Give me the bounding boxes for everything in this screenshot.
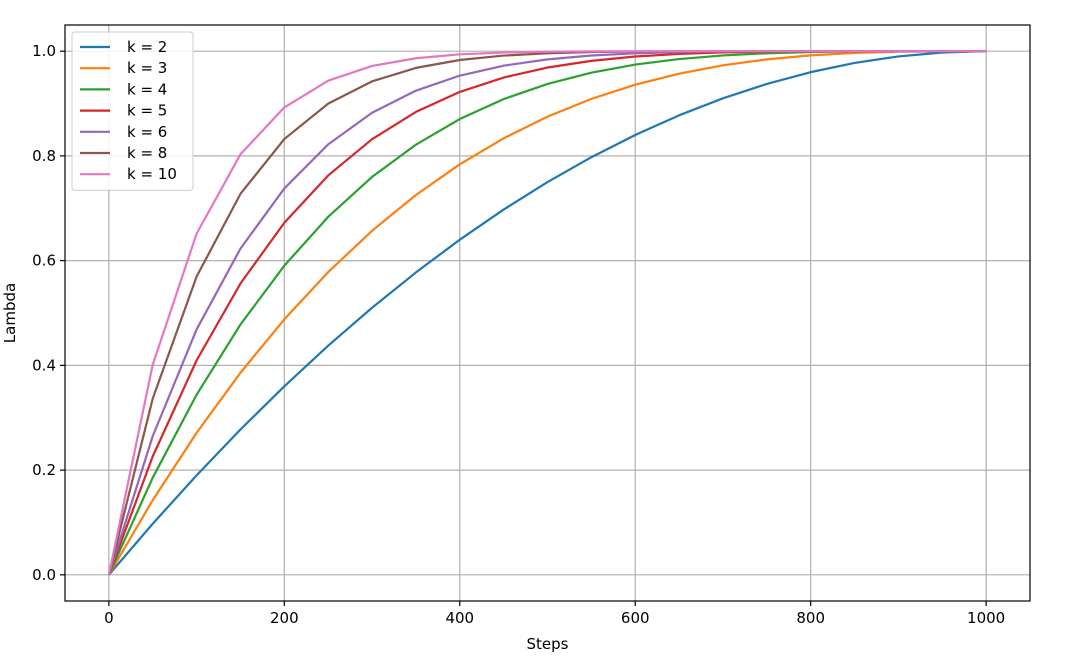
x-tick-label: 0: [104, 609, 114, 627]
series-line-1: [108, 50, 987, 576]
y-tick-label: 0.4: [32, 356, 56, 374]
y-tick-label: 0.8: [32, 147, 56, 165]
x-tick-label: 400: [445, 609, 474, 627]
legend-label: k = 5: [127, 102, 167, 120]
y-tick-label: 0.6: [32, 252, 56, 270]
x-tick-label: 800: [796, 609, 825, 627]
x-tick-label: 600: [621, 609, 650, 627]
grid: [65, 25, 1030, 601]
series-lines: [107, 50, 987, 576]
legend-label: k = 10: [127, 165, 177, 183]
series-line-5: [107, 50, 987, 576]
legend-label: k = 2: [127, 38, 167, 56]
series-line-7: [107, 50, 987, 576]
legend-box: [71, 31, 194, 191]
axis-ticks: 0 200 400 600 800 1000 0.0 0.2 0.4 0.6 0.8 1.0: [32, 42, 1005, 627]
series-line-6: [107, 50, 987, 576]
x-tick-label: 1000: [967, 609, 1005, 627]
series-line-2: [107, 50, 987, 576]
y-axis-label: Lambda: [1, 283, 19, 343]
series-line-4: [107, 50, 987, 576]
legend-label: k = 8: [127, 144, 167, 162]
legend-label: k = 4: [127, 80, 167, 98]
legend: k = 2 k = 3 k = 4 k = 5 k = 6 k = 8 k = 10: [71, 31, 194, 191]
plot-frame: [64, 24, 1031, 602]
x-axis-label: Steps: [527, 635, 569, 653]
y-tick-label: 1.0: [32, 42, 56, 60]
y-tick-label: 0.0: [32, 566, 56, 584]
legend-label: k = 3: [127, 59, 167, 77]
legend-label: k = 6: [127, 123, 167, 141]
x-tick-label: 200: [270, 609, 299, 627]
series-line-3: [107, 50, 987, 576]
y-tick-label: 0.2: [32, 461, 56, 479]
